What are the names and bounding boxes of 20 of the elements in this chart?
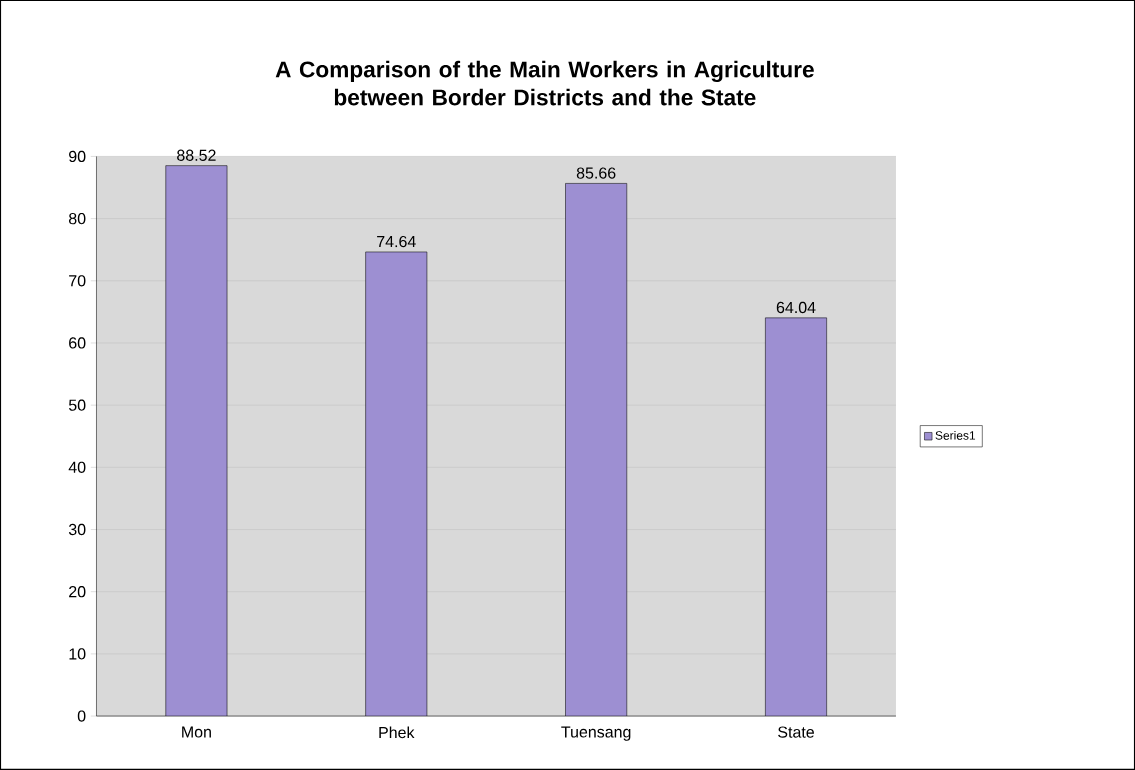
y-tick-label: 20 [69, 586, 86, 598]
y-tick-label: 80 [68, 213, 86, 225]
y-tick-label: 90 [69, 150, 86, 163]
y-tick-label: 0 [77, 710, 86, 722]
y-tick-label: 50 [68, 399, 86, 411]
y-tick-label: 40 [68, 461, 86, 474]
legend-label: Series1 [935, 430, 976, 440]
data-label: 64.04 [776, 301, 816, 314]
data-label: 85.66 [576, 167, 616, 179]
y-tick-label: 10 [69, 648, 86, 660]
x-tick-label: Phek [379, 726, 415, 739]
x-tick-label: State [778, 726, 814, 738]
x-tick-label: Mon [182, 726, 211, 738]
chart-title: A Comparison of the Main Workers in Agriculture between Border Districts and the State [275, 60, 814, 106]
data-label: 74.64 [377, 235, 416, 248]
y-tick-label: 30 [68, 523, 86, 536]
x-tick-label: Tuensang [561, 726, 631, 741]
y-tick-label: 70 [69, 275, 86, 287]
data-label: 88.52 [177, 149, 216, 161]
y-tick-label: 60 [69, 337, 86, 349]
